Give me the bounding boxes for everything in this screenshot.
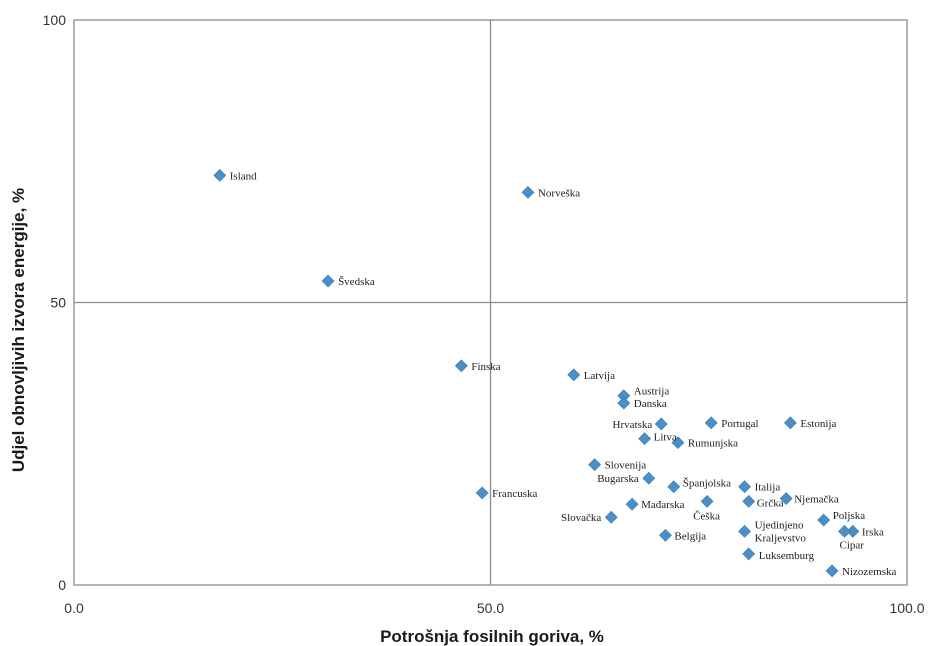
point-label: Austrija — [634, 386, 670, 398]
point-label: Bugarska — [597, 473, 639, 485]
point-label: Norveška — [538, 187, 580, 199]
point-label: Grčka — [757, 497, 784, 509]
data-point — [671, 436, 685, 450]
data-point — [521, 185, 535, 199]
point-label: Rumunjska — [688, 438, 738, 450]
x-tick-label: 50.0 — [477, 600, 504, 616]
data-point — [838, 524, 851, 538]
data-point — [617, 396, 631, 410]
point-label: Island — [230, 170, 257, 182]
data-point — [738, 524, 751, 538]
data-point — [742, 547, 756, 561]
x-tick-label: 100.0 — [889, 600, 924, 616]
tick-labels: 0.0 50.0 100.0 0 50 100 — [43, 12, 925, 616]
data-point — [642, 471, 656, 485]
data-point — [738, 480, 751, 494]
y-tick-label: 0 — [58, 577, 66, 593]
data-point — [213, 168, 227, 182]
point-label: Estonija — [800, 418, 836, 430]
data-point — [817, 513, 831, 527]
y-axis-title: Udjel obnovljivih izvora energije, % — [9, 188, 28, 472]
point-label: Poljska — [833, 510, 866, 522]
point-label: Irska — [862, 526, 884, 538]
data-point — [700, 494, 714, 508]
point-label: Švedska — [338, 276, 375, 288]
data-point — [604, 510, 618, 524]
point-label: Danska — [634, 398, 667, 410]
point-label: Portugal — [721, 418, 758, 430]
data-point — [654, 417, 668, 431]
x-tick-label: 0.0 — [64, 600, 84, 616]
data-point — [779, 492, 793, 505]
point-label: Francuska — [492, 488, 537, 500]
data-point — [783, 416, 797, 430]
data-point — [825, 564, 839, 578]
point-label: Finska — [471, 361, 500, 373]
point-label: Njemačka — [794, 494, 839, 506]
point-label: Italija — [755, 482, 781, 494]
point-label: Cipar — [840, 539, 865, 551]
point-label: Latvija — [584, 370, 615, 382]
data-point — [588, 458, 602, 472]
x-axis-title: Potrošnja fosilnih goriva, % — [380, 627, 604, 646]
point-label: Nizozemska — [842, 566, 896, 578]
grid-lines — [73, 19, 908, 586]
data-point — [625, 497, 639, 511]
point-label: Ujedinjeno Kraljevstvo — [755, 519, 807, 544]
point-label: Slovačka — [561, 512, 601, 524]
data-point — [659, 528, 672, 542]
point-label: Španjolska — [683, 478, 731, 490]
data-point — [638, 432, 652, 446]
data-points — [213, 168, 860, 578]
point-labels: Island Norveška Švedska Finska Latvija Austri… — [230, 170, 897, 578]
point-label: Luksemburg — [759, 550, 815, 562]
data-point — [454, 359, 468, 373]
y-tick-label: 100 — [43, 12, 67, 28]
data-point — [667, 480, 681, 494]
point-label: Litva — [654, 432, 677, 444]
point-label: Češka — [693, 510, 720, 522]
point-label: Slovenija — [605, 460, 647, 472]
data-point — [567, 368, 581, 382]
point-label: Mađarska — [641, 499, 684, 511]
data-point — [321, 274, 335, 288]
data-point — [704, 416, 718, 430]
y-tick-label: 50 — [50, 295, 66, 311]
point-label: Hrvatska — [613, 419, 653, 431]
point-label: Belgija — [674, 530, 706, 542]
data-point — [742, 494, 756, 508]
data-point — [475, 486, 489, 500]
